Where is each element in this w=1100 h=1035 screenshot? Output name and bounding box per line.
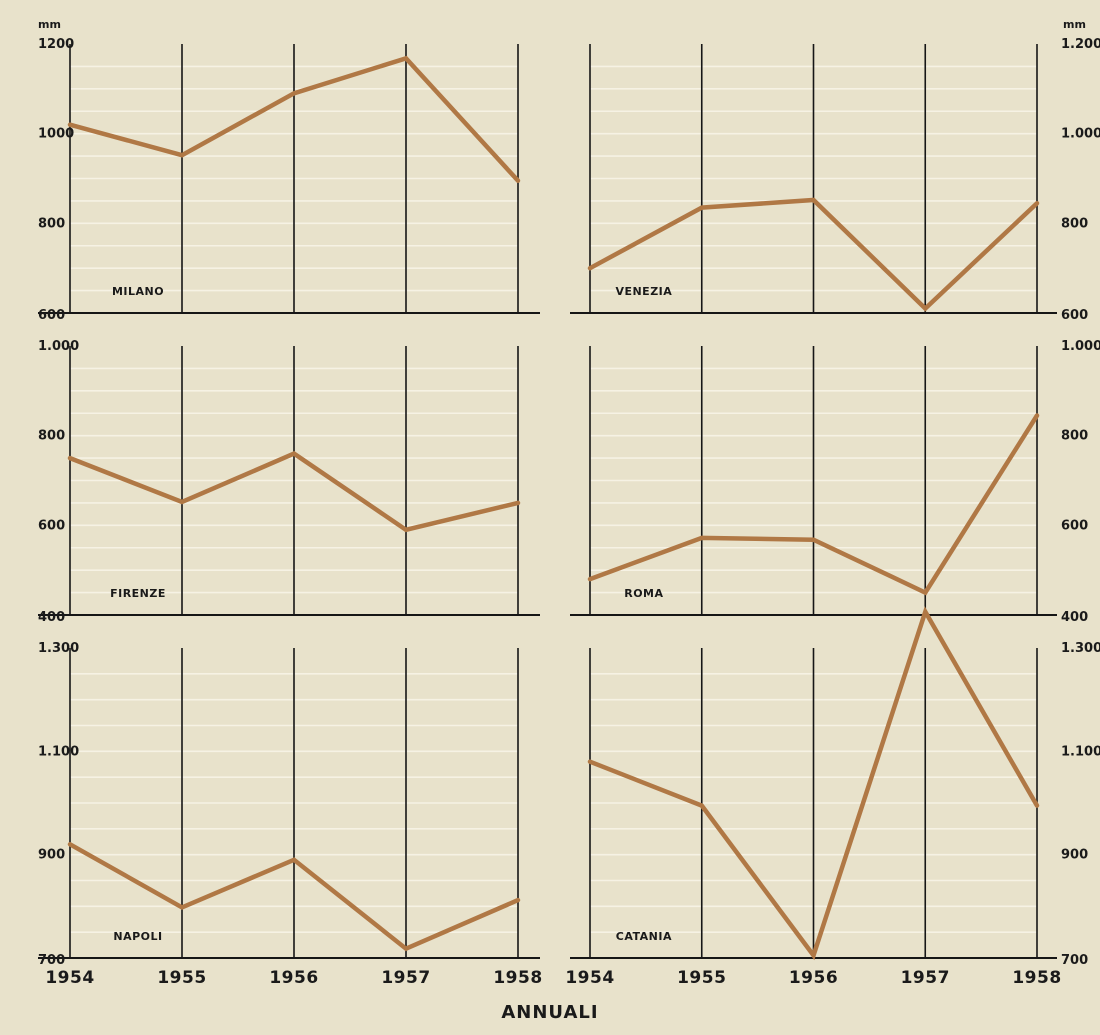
ytick-label: 1.200 (1061, 37, 1100, 52)
ytick-label: 1.000 (38, 339, 79, 354)
unit-label: mm (38, 18, 61, 31)
xtick-label: 1957 (381, 968, 430, 988)
xtick-label: 1956 (269, 968, 318, 988)
panel-label-firenze: FIRENZE (110, 587, 166, 600)
ytick-label: 600 (1061, 518, 1088, 533)
ytick-label: 800 (38, 429, 65, 444)
xtick-label: 1954 (565, 968, 614, 988)
ytick-label: 900 (38, 848, 65, 863)
panel-label-milano: MILANO (112, 285, 164, 298)
data-point (68, 842, 72, 846)
data-point (404, 947, 408, 951)
panel-milano: 600 800 1000 1200 mm MILANO (38, 18, 540, 323)
data-point (700, 804, 704, 808)
ytick-label: 800 (1061, 216, 1088, 231)
ytick-label: 1.000 (1061, 339, 1100, 354)
panel-firenze: 400 600 800 1.000 FIRENZE (38, 339, 540, 625)
ytick-label: 1000 (38, 127, 74, 142)
data-point (923, 610, 927, 614)
xtick-label: 1955 (157, 968, 206, 988)
data-point (588, 760, 592, 764)
data-point (180, 905, 184, 909)
data-point (1035, 804, 1039, 808)
data-point (292, 858, 296, 862)
data-point (516, 179, 520, 183)
ytick-label: 600 (38, 308, 65, 323)
data-point (292, 452, 296, 456)
xtick-label: 1955 (677, 968, 726, 988)
ytick-label: 1.300 (38, 641, 79, 656)
data-point (180, 500, 184, 504)
data-point (812, 953, 815, 957)
ytick-label: 1.100 (1061, 744, 1100, 759)
panel-venezia: 600 800 1.000 1.200 mm VENEZIA (570, 18, 1100, 323)
ytick-label: 800 (1061, 429, 1088, 444)
panel-roma: 400 600 800 1.000 ROMA (570, 339, 1100, 625)
ytick-label: 600 (1061, 308, 1088, 323)
data-point (180, 153, 184, 157)
xtick-label: 1954 (45, 968, 94, 988)
ytick-label: 700 (38, 953, 65, 968)
ytick-label: 800 (38, 216, 65, 231)
xtick-label: 1958 (1012, 968, 1061, 988)
ytick-label: 400 (38, 610, 65, 625)
data-point (516, 501, 520, 505)
data-point (1035, 413, 1039, 417)
ytick-label: 400 (1061, 610, 1088, 625)
data-point (923, 591, 927, 595)
ytick-label: 1200 (38, 37, 74, 52)
panel-label-napoli: NAPOLI (113, 930, 162, 943)
ytick-label: 700 (1061, 953, 1088, 968)
data-point (68, 456, 72, 460)
footer-label: ANNUALI (501, 1002, 598, 1023)
panel-napoli: 700 900 1.100 1.300 NAPOLI (38, 641, 540, 968)
data-point (1035, 201, 1039, 205)
data-point (516, 898, 520, 902)
unit-label: mm (1063, 18, 1086, 31)
panel-catania: 700 900 1.100 1.300 CATANIA (570, 606, 1100, 968)
data-point (812, 198, 815, 202)
data-point (404, 56, 408, 60)
data-point (588, 577, 592, 581)
ytick-label: 1.300 (1061, 641, 1100, 656)
data-point (700, 206, 704, 210)
data-point (700, 536, 704, 540)
data-point (404, 528, 408, 532)
data-point (68, 123, 72, 127)
data-point (588, 266, 592, 270)
data-point (812, 538, 815, 542)
data-point (923, 307, 927, 311)
ytick-label: 900 (1061, 848, 1088, 863)
ytick-label: 1.100 (38, 744, 79, 759)
data-point (292, 91, 296, 95)
panel-label-catania: CATANIA (616, 930, 672, 943)
ytick-label: 600 (38, 518, 65, 533)
xtick-label: 1958 (493, 968, 542, 988)
panel-label-roma: ROMA (624, 587, 663, 600)
xtick-label: 1956 (789, 968, 838, 988)
ytick-label: 1.000 (1061, 127, 1100, 142)
xtick-label: 1957 (901, 968, 950, 988)
panel-label-venezia: VENEZIA (615, 285, 672, 298)
